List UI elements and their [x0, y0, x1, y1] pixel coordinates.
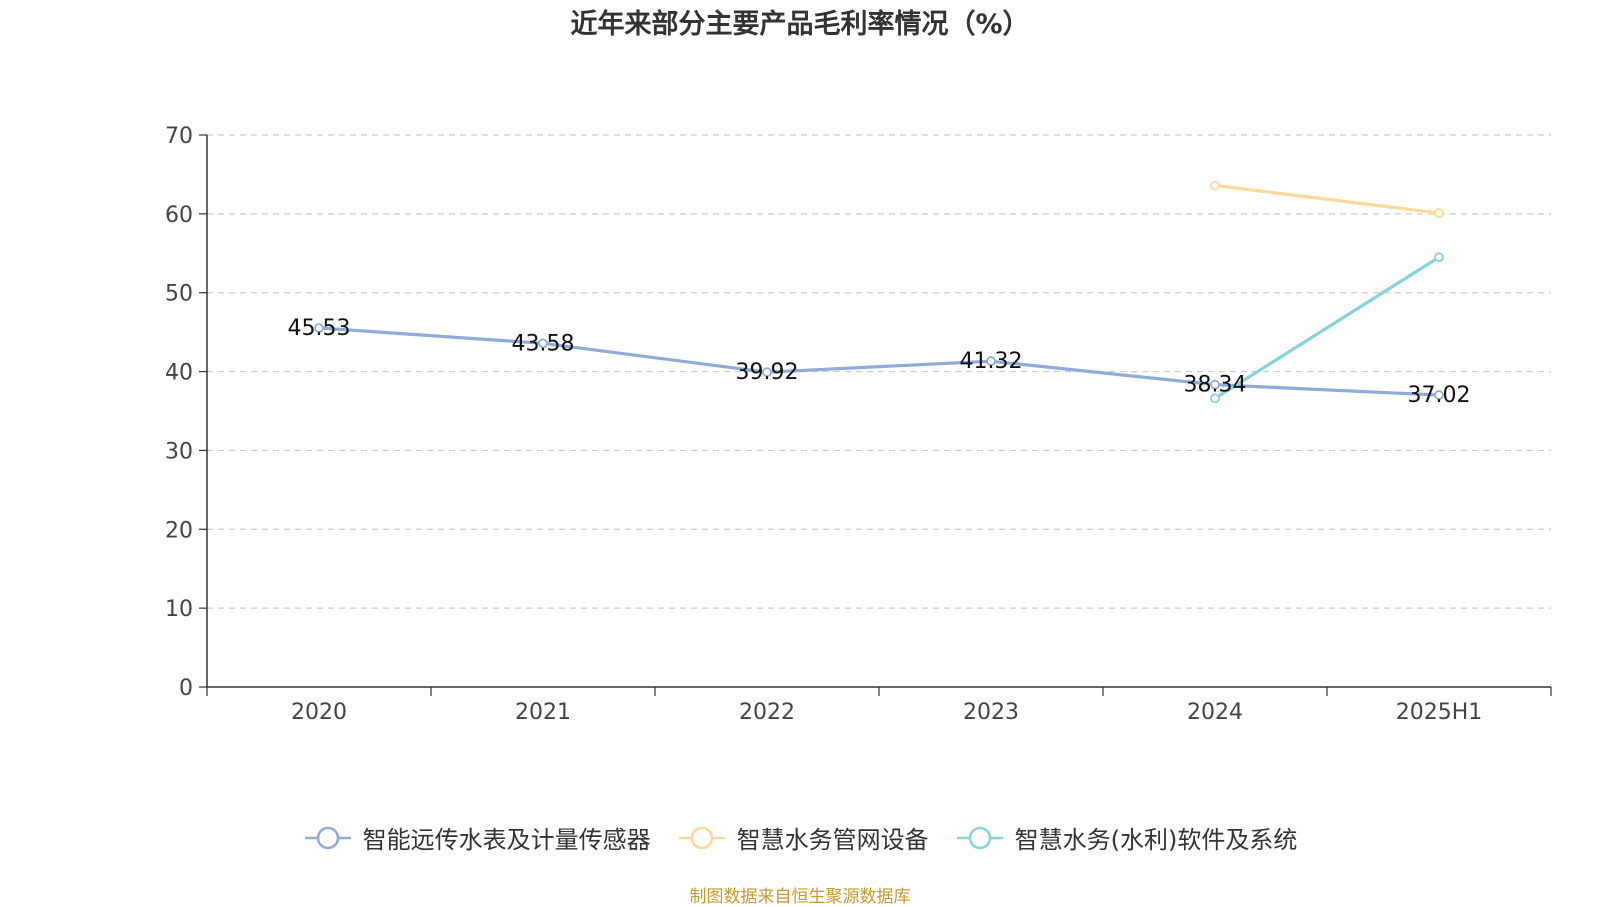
legend-symbol-0	[304, 826, 351, 849]
series-0-point-3	[986, 356, 996, 367]
chart-title: 近年来部分主要产品毛利率情况（%）	[570, 9, 1030, 40]
series-0-point-0	[314, 323, 324, 333]
legend-item-1[interactable]: 智慧水务管网设备	[677, 820, 929, 855]
series-2-point-4	[1210, 393, 1220, 404]
series-line-1	[1214, 183, 1440, 215]
series-0-point-2	[762, 367, 772, 378]
y-tick-label-0: 0	[179, 676, 193, 701]
data-label-0-4: 38.34	[1184, 373, 1247, 398]
series-2-point-5	[1434, 252, 1444, 263]
data-label-0-2: 39.92	[736, 360, 799, 385]
series-line-0	[318, 326, 1440, 397]
legend-item-2[interactable]: 智慧水务(水利)软件及系统	[955, 820, 1298, 855]
series-1-point-4	[1210, 180, 1220, 191]
y-tick-label-40: 40	[165, 361, 193, 386]
legend-label-1: 智慧水务管网设备	[736, 826, 929, 854]
x-tick-label-3: 2023	[963, 700, 1019, 725]
series-0-point-1	[538, 338, 548, 349]
y-tick-label-70: 70	[165, 124, 193, 149]
legend-item-0[interactable]: 智能远传水表及计量传感器	[303, 820, 651, 855]
x-tick-label-1: 2021	[515, 700, 571, 725]
legend-symbol-2	[956, 826, 1003, 849]
legend-label-0: 智能远传水表及计量传感器	[362, 826, 651, 854]
x-tick-label-2: 2022	[739, 700, 795, 725]
legend: 智能远传水表及计量传感器 智慧水务管网设备 智慧水务(水利)软件及系统	[0, 820, 1600, 855]
y-tick-label-10: 10	[165, 597, 193, 622]
series-line-2	[1214, 255, 1440, 400]
data-label-0-5: 37.02	[1408, 383, 1471, 408]
x-tick-label-4: 2024	[1187, 700, 1243, 725]
y-tick-label-20: 20	[165, 518, 193, 543]
data-source-note: 制图数据来自恒生聚源数据库	[689, 887, 911, 907]
y-tick-label-60: 60	[165, 203, 193, 228]
series-0-point-4	[1210, 379, 1220, 390]
legend-label-2: 智慧水务(水利)软件及系统	[1014, 826, 1298, 854]
x-tick-label-0: 2020	[291, 700, 347, 725]
x-tick-label-5: 2025H1	[1396, 700, 1483, 725]
y-tick-label-30: 30	[165, 439, 193, 464]
series-1-point-5	[1434, 208, 1444, 218]
data-label-0-3: 41.32	[960, 349, 1023, 374]
legend-symbol-1	[678, 826, 725, 849]
data-label-0-0: 45.53	[288, 316, 351, 341]
data-label-0-1: 43.58	[512, 331, 575, 356]
y-tick-label-50: 50	[165, 282, 193, 307]
series-0-point-5	[1434, 390, 1444, 400]
